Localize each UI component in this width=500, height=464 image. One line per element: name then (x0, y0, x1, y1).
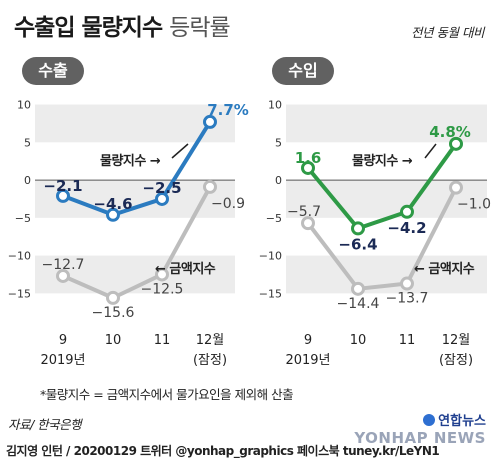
yonhap-logo: 연합뉴스 (354, 410, 486, 429)
import-volume-tag: 물량지수 → (352, 154, 413, 169)
export-data-label: −0.9 (211, 196, 245, 212)
import-x-tick: 10 (350, 333, 367, 348)
credit-line: 김지영 인턴 / 20200129 트위터 @yonhap_graphics 페… (6, 444, 440, 458)
import-x-sublabel: (잠정) (439, 353, 473, 368)
import-data-label: −4.2 (387, 219, 426, 237)
source-text: 자료/ 한국은행 (8, 417, 82, 432)
export-x-tick: 12월 (196, 333, 225, 348)
export-y-tick: −10 (8, 250, 31, 263)
export-y-tick: 5 (24, 136, 31, 149)
import-point-0-1 (351, 221, 365, 236)
import-data-label: −5.7 (287, 204, 321, 220)
import-x-sublabel: 2019년 (285, 353, 330, 368)
import-point-1-1 (351, 281, 365, 296)
export-panel-label: 수출 (22, 57, 84, 85)
watermark: YONHAP NEWS (354, 429, 486, 447)
export-x-tick: 9 (59, 333, 67, 348)
import-point-1-3 (449, 180, 463, 195)
export-point-0-0 (56, 188, 70, 203)
export-y-tick: 10 (17, 99, 31, 112)
import-y-tick: 10 (268, 99, 282, 112)
import-band-0 (286, 104, 487, 143)
import-panel-label: 수입 (272, 57, 334, 85)
export-point-0-2 (155, 191, 169, 206)
import-y-tick: 5 (275, 136, 282, 149)
export-data-label: −4.6 (93, 195, 132, 213)
footnote: *물량지수 = 금액지수에서 물가요인을 제외해 산출 (40, 387, 294, 402)
page-title: 수출입 물량지수 등락률 (14, 8, 231, 42)
export-series-line-0 (62, 120, 212, 217)
import-x-tick: 11 (399, 333, 416, 348)
import-volume-arrow (424, 143, 437, 159)
import-x-tick: 12월 (442, 333, 471, 348)
import-value-tag: ← 금액지수 (414, 262, 475, 277)
export-data-label: −2.1 (43, 177, 82, 195)
export-data-label: −2.5 (142, 179, 181, 197)
import-data-label: 1.6 (295, 149, 322, 167)
logo: 연합뉴스 YONHAP NEWS (354, 410, 486, 447)
export-data-label: 7.7% (207, 101, 249, 119)
import-series-line-1 (306, 186, 458, 291)
export-point-0-1 (106, 207, 120, 222)
title-light: 등락률 (169, 15, 230, 41)
import-point-1-2 (400, 276, 414, 291)
import-data-label: −13.7 (386, 291, 429, 307)
import-y-tick: −5 (266, 212, 282, 225)
export-data-label: −12.5 (141, 281, 184, 297)
export-data-label: −12.7 (42, 257, 85, 273)
export-point-1-2 (155, 267, 169, 282)
export-y-tick: −15 (8, 287, 31, 300)
export-x-tick: 11 (154, 333, 171, 348)
export-x-sublabel: (잠정) (193, 353, 227, 368)
import-series-line-0 (306, 142, 458, 231)
export-point-1-0 (56, 268, 70, 283)
import-data-label: −1.0 (457, 197, 491, 213)
export-volume-tag: 물량지수 → (100, 154, 161, 169)
export-y-tick: −5 (15, 212, 31, 225)
export-series-line-1 (62, 185, 212, 300)
export-y-tick: 0 (24, 174, 31, 187)
export-point-1-1 (106, 290, 120, 305)
export-value-tag: ← 금액지수 (155, 262, 216, 277)
import-point-1-0 (301, 216, 315, 231)
export-point-0-3 (203, 114, 217, 129)
export-point-1-3 (203, 179, 217, 194)
import-x-tick: 9 (304, 333, 312, 348)
import-point-0-2 (400, 204, 414, 219)
import-point-0-0 (301, 160, 315, 175)
subtitle: 전년 동월 대비 (411, 25, 484, 40)
export-x-tick: 10 (105, 333, 122, 348)
import-y-tick: 0 (275, 174, 282, 187)
import-data-label: 4.8% (429, 123, 471, 141)
export-data-label: −15.6 (92, 305, 135, 321)
import-y-tick: −15 (259, 287, 282, 300)
import-data-label: −6.4 (338, 235, 377, 253)
title-main: 수출입 물량지수 (14, 15, 163, 41)
logo-mark-icon (423, 414, 436, 426)
export-volume-arrow (171, 143, 189, 159)
import-y-tick: −10 (259, 250, 282, 263)
import-point-0-3 (449, 136, 463, 151)
export-x-sublabel: 2019년 (40, 353, 85, 368)
import-data-label: −14.4 (337, 296, 380, 312)
